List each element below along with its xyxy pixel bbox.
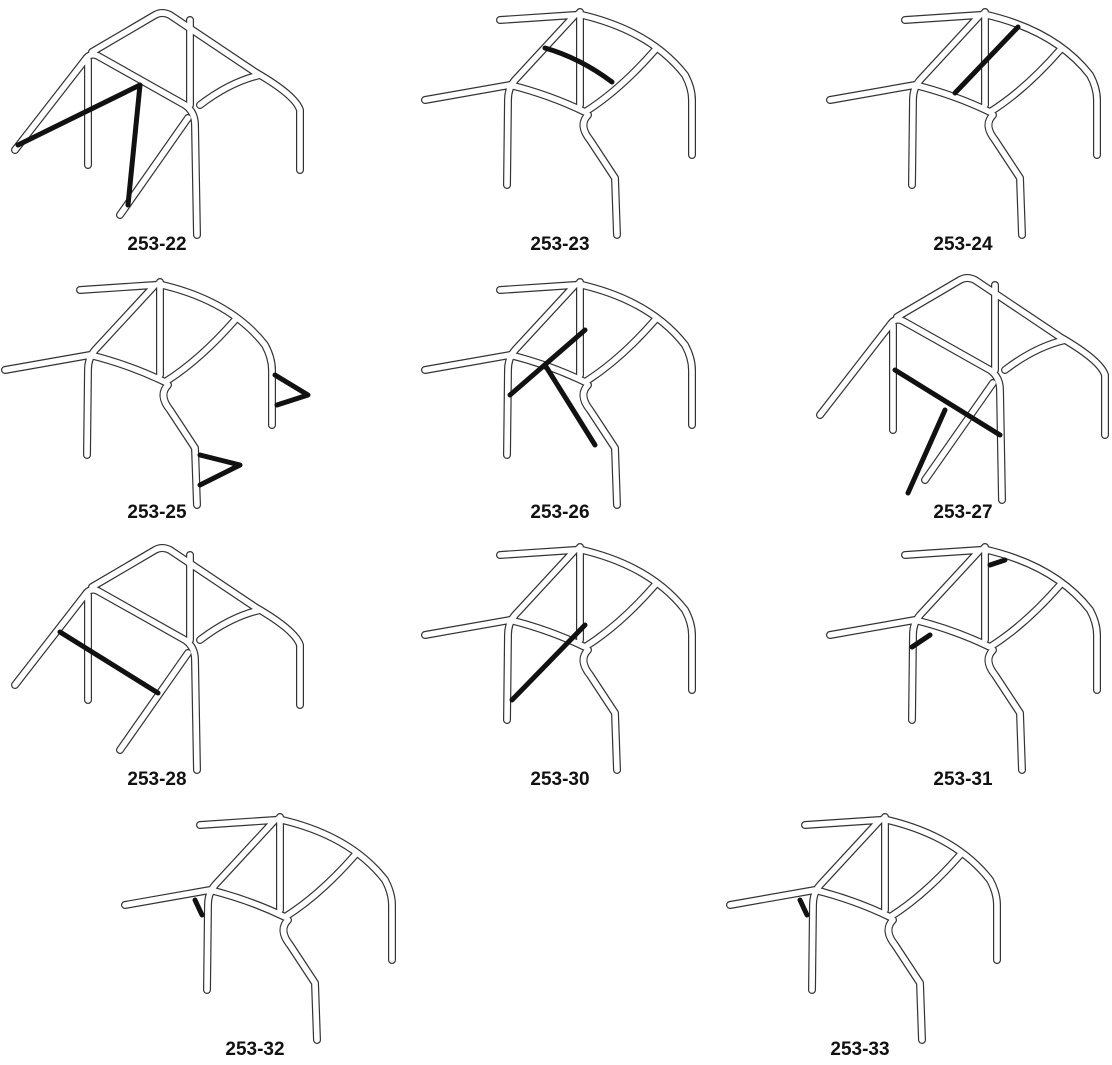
cage-frame xyxy=(425,547,692,770)
cage-drawing xyxy=(730,817,997,1040)
cage-label: 253-33 xyxy=(830,1039,889,1060)
cage-drawing xyxy=(830,12,1097,235)
cage-frame xyxy=(820,278,1105,500)
highlighted-brace xyxy=(800,900,807,915)
cage-label: 253-31 xyxy=(933,769,993,790)
cage-drawing xyxy=(15,548,300,770)
cage-label: 253-23 xyxy=(530,234,589,255)
cage-label: 253-28 xyxy=(127,769,186,790)
highlighted-brace xyxy=(512,625,585,700)
cage-label: 253-26 xyxy=(530,502,589,523)
cage-frame xyxy=(730,817,997,1040)
cage-frame xyxy=(830,547,1097,770)
highlighted-brace xyxy=(60,632,158,693)
highlighted-brace xyxy=(18,85,140,205)
cage-frame xyxy=(425,282,692,505)
cage-drawing xyxy=(5,282,308,505)
cage-label: 253-32 xyxy=(225,1039,284,1060)
highlighted-brace xyxy=(195,900,202,915)
cage-label: 253-30 xyxy=(530,769,589,790)
cage-frame xyxy=(830,12,1097,235)
cage-label: 253-24 xyxy=(933,234,993,255)
highlighted-brace xyxy=(895,370,1000,493)
cage-label: 253-25 xyxy=(127,502,187,523)
cage-frame xyxy=(15,548,300,770)
cage-drawing xyxy=(425,282,692,505)
cage-drawing xyxy=(820,278,1105,500)
diagram: 253-22 253-23 253-24 253-25 253-26 253-27 253-… xyxy=(0,0,1112,1065)
cage-drawing xyxy=(15,13,300,235)
cage-drawing xyxy=(125,817,392,1040)
cage-drawing xyxy=(830,547,1097,770)
cage-frame xyxy=(125,817,392,1040)
highlighted-brace xyxy=(200,375,308,485)
cage-label: 253-27 xyxy=(933,502,992,523)
cage-label: 253-22 xyxy=(127,234,186,255)
cage-drawing xyxy=(425,547,692,770)
cage-frame xyxy=(425,12,692,235)
cage-drawing xyxy=(425,12,692,235)
